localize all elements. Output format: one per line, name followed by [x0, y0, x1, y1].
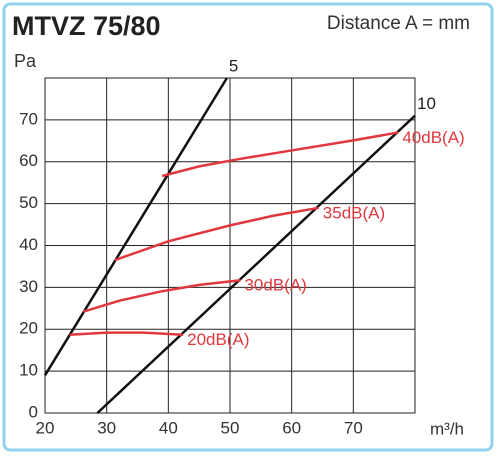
- plot-frame: [44, 77, 416, 414]
- chart-title: MTVZ 75/80: [12, 11, 161, 41]
- series-label: 40dB(A): [402, 128, 464, 147]
- series-line: [96, 114, 416, 414]
- series-label: 5: [229, 56, 238, 75]
- series-line: [82, 279, 241, 313]
- y-tick-label: 20: [19, 319, 38, 338]
- series-line: [114, 206, 320, 262]
- y-tick-label: 10: [19, 361, 38, 380]
- y-tick-label: 60: [19, 151, 38, 170]
- series-label: 35dB(A): [323, 203, 385, 222]
- x-tick-label: 60: [282, 418, 301, 437]
- y-tick-label: 40: [19, 235, 38, 254]
- subtitle: Distance A = mm: [327, 13, 470, 34]
- y-tick-label: 0: [29, 402, 38, 421]
- frame: [2, 2, 494, 452]
- series-label: 10: [417, 94, 436, 113]
- x-tick-label: 20: [36, 418, 55, 437]
- y-tick-label: 50: [19, 193, 38, 212]
- series-label: 20dB(A): [187, 330, 249, 349]
- y-tick-label: 70: [19, 109, 38, 128]
- x-tick-label: 70: [344, 418, 363, 437]
- series-line: [69, 331, 184, 336]
- x-tick-label: 30: [97, 418, 116, 437]
- series-line: [43, 77, 228, 376]
- x-tick-label: 40: [159, 418, 178, 437]
- x-tick-label: 50: [221, 418, 240, 437]
- series-label: 30dB(A): [244, 276, 306, 295]
- y-axis-label: Pa: [14, 51, 37, 71]
- x-axis-label: m³/h: [430, 419, 464, 438]
- series-line: [161, 131, 399, 178]
- y-tick-label: 30: [19, 277, 38, 296]
